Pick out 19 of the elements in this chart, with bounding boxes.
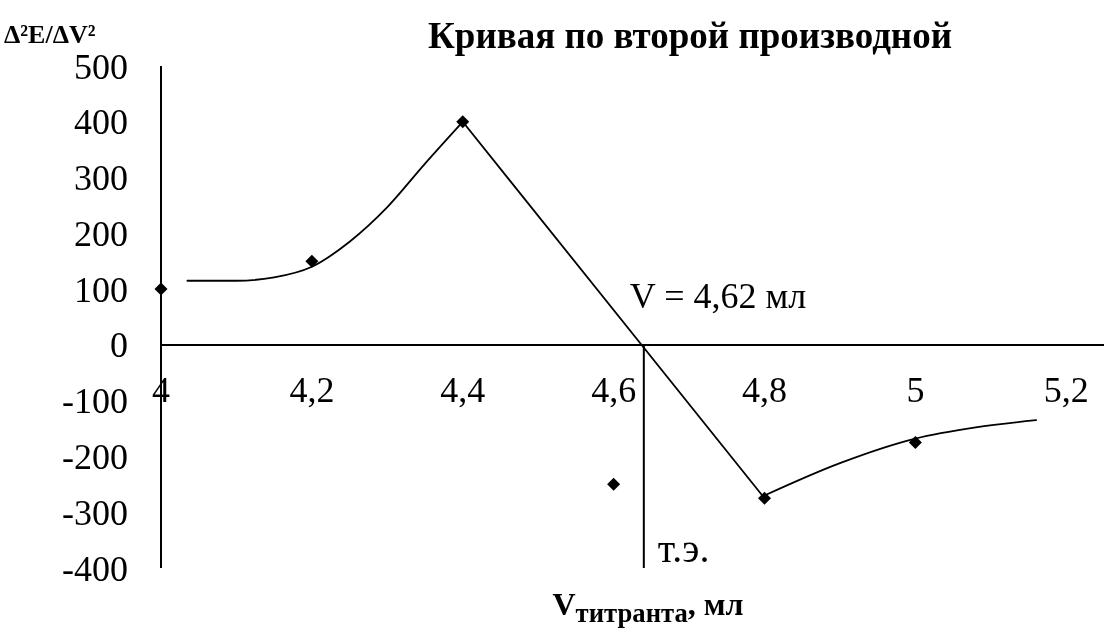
y-tick-label: 0 (110, 325, 128, 366)
x-tick-label: 4,8 (742, 369, 788, 410)
y-tick-label: 300 (74, 158, 128, 199)
x-tick-label: 5 (906, 369, 925, 410)
y-tick-label: 400 (74, 102, 128, 143)
y-tick-label: -300 (62, 492, 128, 533)
y-tick-label: -400 (62, 548, 128, 589)
x-tick-label: 4,4 (440, 369, 486, 410)
y-tick-label: -200 (62, 437, 128, 478)
x-axis-title: V$_{титранта}$, мл (552, 586, 744, 628)
x-tick-label: 5,2 (1043, 369, 1089, 410)
chart-title: Кривая по второй производной (427, 14, 953, 56)
x-tick-label: 4,2 (289, 369, 335, 410)
ref-line-label: т.э. (657, 526, 710, 572)
x-tick-label: 4,6 (591, 369, 637, 410)
annotation: V = 4,62 мл (629, 275, 807, 316)
y-tick-label: 100 (74, 269, 128, 310)
y-tick-label: -100 (62, 381, 128, 422)
y-tick-label: 200 (74, 213, 128, 254)
